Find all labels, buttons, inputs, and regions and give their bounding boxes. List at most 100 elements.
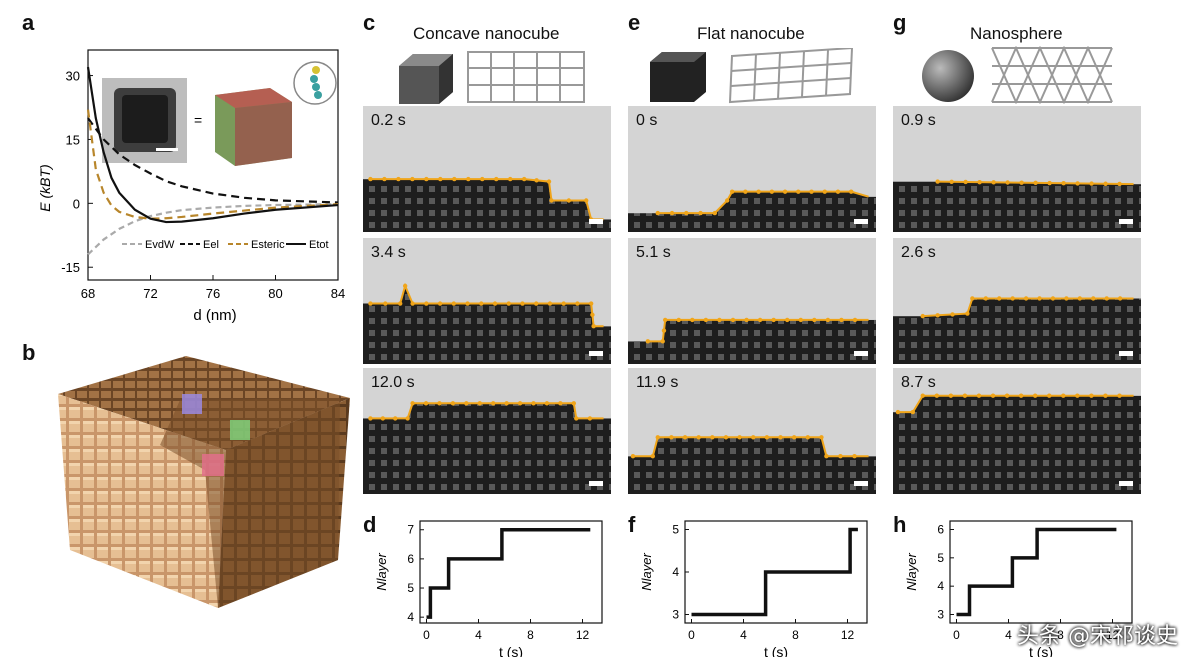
lattice-dot	[1091, 436, 1097, 442]
lattice-dot	[1079, 472, 1085, 478]
scale-bar	[1119, 481, 1133, 486]
lattice-dot	[826, 354, 832, 360]
lattice-dot	[983, 306, 989, 312]
lattice-dot	[899, 436, 905, 442]
lattice-dot	[561, 342, 567, 348]
lattice-dot	[983, 484, 989, 490]
lattice-dot	[525, 436, 531, 442]
lattice-dot	[1055, 436, 1061, 442]
lattice-dot	[1067, 342, 1073, 348]
lattice-dot	[573, 318, 579, 324]
edge-point	[508, 176, 513, 182]
lattice-dot	[1007, 318, 1013, 324]
lattice-dot	[923, 354, 929, 360]
y-tick-label: 4	[937, 579, 944, 593]
lattice-dot	[573, 460, 579, 466]
lattice-dot	[525, 448, 531, 454]
lattice-dot	[501, 472, 507, 478]
lattice-dot	[1031, 412, 1037, 418]
edge-point	[380, 416, 386, 421]
lattice-dot	[899, 354, 905, 360]
lattice-dot	[369, 436, 375, 442]
lattice-dot	[417, 448, 423, 454]
lattice-dot	[1055, 412, 1061, 418]
lattice-dot	[911, 186, 917, 192]
lattice-dot	[694, 222, 700, 228]
lattice-dot	[634, 342, 640, 348]
lattice-dot	[369, 472, 375, 478]
lattice-dot	[706, 472, 712, 478]
edge-point	[410, 301, 415, 306]
plot-ylabel: Nlayer	[904, 553, 919, 591]
lattice-dot	[1103, 472, 1109, 478]
lattice-dot	[766, 222, 772, 228]
lattice-dot	[670, 448, 676, 454]
lattice-dot	[694, 330, 700, 336]
lattice-dot	[369, 222, 375, 228]
lattice-dot	[537, 412, 543, 418]
lattice-dot	[1019, 186, 1025, 192]
panel-label-d: d	[363, 512, 377, 537]
lattice-dot	[1055, 210, 1061, 216]
panel-a-xlabel: d (nm)	[193, 307, 236, 324]
lattice-dot	[501, 210, 507, 216]
lattice-dot	[874, 198, 876, 204]
lattice-dot	[658, 460, 664, 466]
lattice-dot	[730, 436, 736, 442]
lattice-dot	[899, 186, 905, 192]
lattice-dot	[682, 330, 688, 336]
lattice-dot	[381, 472, 387, 478]
lattice-dot	[537, 472, 543, 478]
lattice-dot	[838, 354, 844, 360]
lattice-dot	[766, 342, 772, 348]
lattice-dot	[802, 222, 808, 228]
lattice-dot	[1007, 210, 1013, 216]
lattice-dot	[405, 306, 411, 312]
lattice-dot	[838, 222, 844, 228]
lattice-dot	[405, 354, 411, 360]
lattice-dot	[1067, 306, 1073, 312]
lattice-dot	[838, 484, 844, 490]
x-tick-label: 0	[688, 628, 695, 642]
lattice-dot	[778, 210, 784, 216]
edge-point	[948, 393, 954, 398]
lattice-dot	[718, 222, 724, 228]
lattice-dot	[983, 198, 989, 204]
lattice-dot	[935, 318, 941, 324]
lattice-dot	[405, 294, 411, 300]
lattice-dot	[1079, 460, 1085, 466]
lattice-dot	[585, 448, 591, 454]
lattice-dot	[1067, 460, 1073, 466]
lattice-dot	[935, 222, 941, 228]
lattice-dot	[381, 198, 387, 204]
edge-point	[1103, 393, 1108, 398]
lattice-dot	[923, 412, 929, 418]
lattice-dot	[790, 222, 796, 228]
lattice-dot	[814, 460, 820, 466]
tem-image	[893, 106, 1141, 232]
lattice-dot	[850, 342, 856, 348]
lattice-dot	[862, 330, 868, 336]
lattice-dot	[453, 342, 459, 348]
lattice-dot	[1019, 400, 1025, 406]
lattice-dot	[369, 186, 375, 192]
solution-region	[893, 368, 1141, 413]
lattice-dot	[646, 484, 652, 490]
lattice-dot	[923, 342, 929, 348]
lattice-dot	[537, 222, 543, 228]
lattice-dot	[441, 330, 447, 336]
lattice-dot	[561, 460, 567, 466]
lattice-dot	[971, 198, 977, 204]
x-tick-label: 68	[81, 286, 95, 301]
lattice-dot	[1127, 472, 1133, 478]
lattice-dot	[405, 472, 411, 478]
edge-point	[590, 312, 595, 318]
lattice-dot	[658, 484, 664, 490]
lattice-dot	[790, 448, 796, 454]
lattice-dot	[429, 424, 435, 430]
lattice-dot	[766, 354, 772, 360]
lattice-dot	[429, 412, 435, 418]
lattice-dot	[718, 354, 724, 360]
lattice-dot	[646, 342, 652, 348]
ligand-bead-3	[314, 91, 322, 99]
